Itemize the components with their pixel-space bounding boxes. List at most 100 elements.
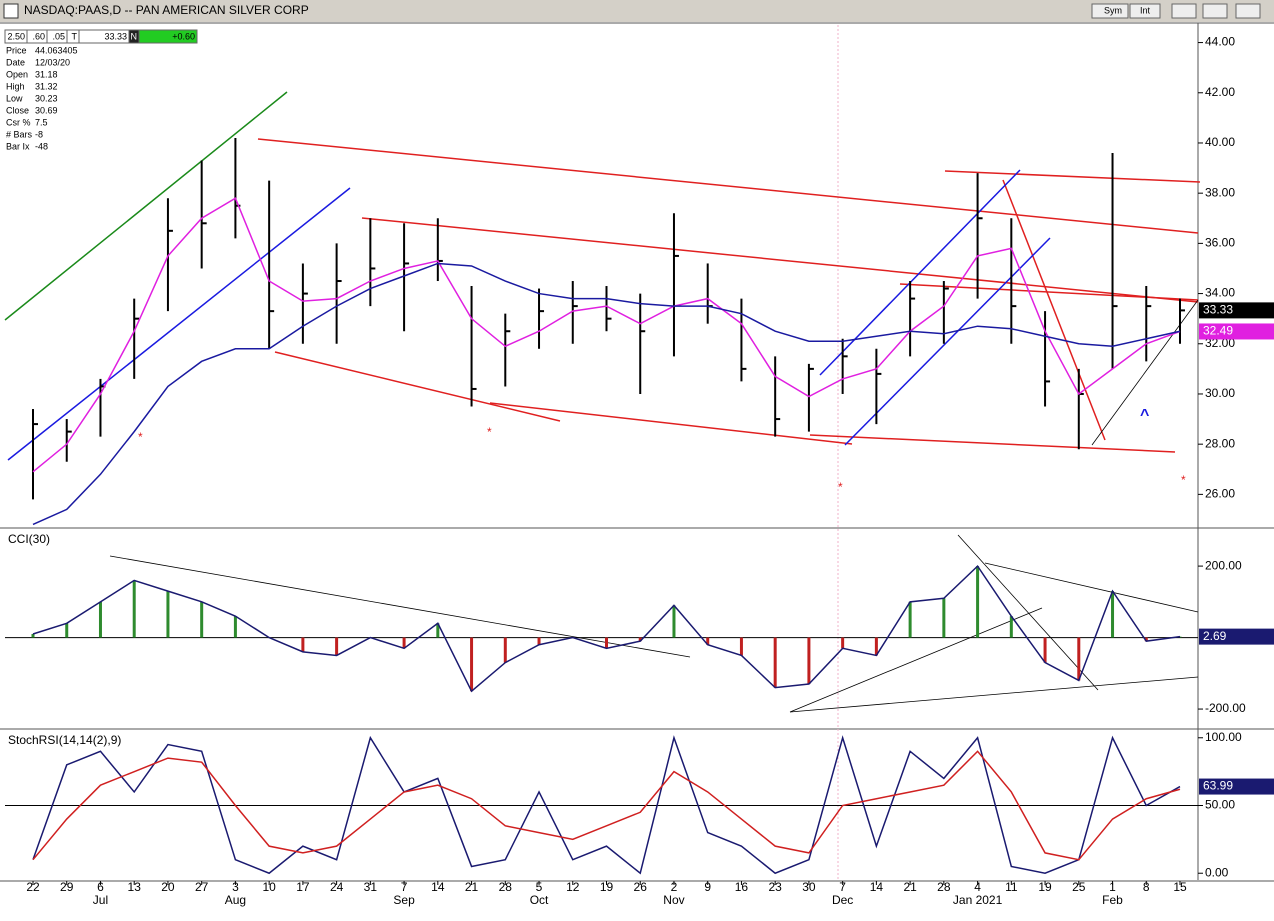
panel-title: CCI(30) — [8, 532, 50, 546]
month-label: Sep — [393, 893, 415, 907]
x-tick-label: 21 — [903, 880, 917, 894]
title-bar — [0, 0, 1274, 22]
x-tick-label: 16 — [735, 880, 749, 894]
month-label: Dec — [832, 893, 853, 907]
info-label: Bar Ix — [6, 141, 30, 151]
x-tick-label: 27 — [195, 880, 209, 894]
series-line — [32, 197, 1181, 473]
x-tick-label: 19 — [1038, 880, 1052, 894]
y-tick-label: 40.00 — [1205, 135, 1235, 149]
x-tick-label: 3 — [232, 880, 239, 894]
x-tick-label: 14 — [431, 880, 445, 894]
y-tick-label: 44.00 — [1205, 35, 1235, 49]
toolbar-text: N — [131, 31, 138, 41]
x-tick-label: 17 — [296, 880, 310, 894]
x-tick-label: 31 — [364, 880, 378, 894]
info-label: # Bars — [6, 129, 33, 139]
x-tick-label: 30 — [802, 880, 816, 894]
x-tick-label: 26 — [634, 880, 648, 894]
svg-text:*: * — [838, 480, 843, 494]
month-label: Jul — [93, 893, 108, 907]
x-tick-label: 7 — [839, 880, 846, 894]
app-icon — [3, 3, 19, 19]
x-tick-label: 19 — [600, 880, 614, 894]
month-label: Nov — [663, 893, 684, 907]
x-tick-label: 10 — [262, 880, 276, 894]
month-label: Oct — [530, 893, 549, 907]
toolbar-field — [138, 29, 198, 44]
annotation: ^ — [1140, 407, 1149, 424]
svg-text:*: * — [487, 425, 492, 439]
toolbar-text: +0.60 — [172, 31, 195, 41]
maximize[interactable] — [1202, 3, 1228, 19]
series-line — [32, 735, 1181, 875]
info-value: 7.5 — [35, 117, 48, 127]
x-tick-label: 14 — [870, 880, 884, 894]
int-button[interactable] — [1129, 3, 1161, 19]
x-tick-label: 4 — [974, 880, 981, 894]
y-tick-label: 28.00 — [1205, 436, 1235, 450]
y-tick-label: 26.00 — [1205, 487, 1235, 501]
x-tick-label: 7 — [401, 880, 408, 894]
info-value: 12/03/20 — [35, 57, 70, 67]
y-tick-label: 100.00 — [1205, 730, 1242, 744]
month-label: Aug — [225, 893, 246, 907]
x-tick-label: 29 — [60, 880, 74, 894]
x-tick-label: 2 — [671, 880, 678, 894]
info-value: 44.063405 — [35, 45, 78, 55]
sym-button[interactable] — [1091, 3, 1129, 19]
svg-text:*: * — [1181, 473, 1186, 487]
info-value: 31.18 — [35, 69, 58, 79]
last-value-tag — [1199, 302, 1274, 319]
y-tick-label: -200.00 — [1205, 701, 1246, 715]
info-box: Price 44.063405 Date 12/03/20 Open 31.18 High 3… — [6, 45, 78, 151]
info-label: Open — [6, 69, 28, 79]
x-tick-label: 28 — [937, 880, 951, 894]
info-label: Price — [6, 45, 27, 55]
x-tick-label: 25 — [1072, 880, 1086, 894]
toolbar-text: .60 — [32, 31, 45, 41]
x-tick-label: 11 — [1005, 880, 1018, 894]
x-tick-label: 6 — [97, 880, 104, 894]
info-label: Date — [6, 57, 25, 67]
x-tick-label: 20 — [161, 880, 175, 894]
series-line — [32, 262, 1181, 526]
y-tick-label: 42.00 — [1205, 85, 1235, 99]
last-value-tag — [1199, 778, 1274, 795]
y-tick-label: 200.00 — [1205, 558, 1242, 572]
close[interactable] — [1235, 3, 1261, 19]
y-tick-label: 30.00 — [1205, 386, 1235, 400]
last-value: 33.33 — [1203, 303, 1233, 317]
x-tick-label: 24 — [330, 880, 344, 894]
int-label[interactable]: Int — [1140, 5, 1151, 15]
info-label: Low — [6, 93, 23, 103]
toolbar-text: 2.50 — [7, 31, 25, 41]
minimize[interactable] — [1171, 3, 1197, 19]
info-value: -8 — [35, 129, 43, 139]
toolbar-text: 33.33 — [104, 31, 127, 41]
info-label: Close — [6, 105, 29, 115]
window-title: NASDAQ:PAAS,D -- PAN AMERICAN SILVER COR… — [24, 3, 309, 17]
y-tick-label: 34.00 — [1205, 286, 1235, 300]
month-label: Feb — [1102, 893, 1123, 907]
last-value: 32.49 — [1203, 324, 1233, 338]
y-tick-label: 38.00 — [1205, 185, 1235, 199]
x-tick-label: 12 — [566, 880, 580, 894]
trendlines — [4, 91, 1201, 713]
info-value: 30.69 — [35, 105, 58, 115]
x-tick-label: 23 — [768, 880, 782, 894]
info-value: 31.32 — [35, 81, 58, 91]
x-tick-label: 21 — [465, 880, 479, 894]
info-label: Csr % — [6, 117, 31, 127]
info-value: -48 — [35, 141, 48, 151]
sym-label[interactable]: Sym — [1104, 5, 1122, 15]
series-line — [32, 750, 1181, 861]
last-value-tag — [1199, 628, 1274, 645]
y-tick-label: 36.00 — [1205, 236, 1235, 250]
y-tick-label: 50.00 — [1205, 798, 1235, 812]
last-value-tag — [1199, 323, 1274, 340]
series-line — [32, 564, 1181, 693]
stars: * * * * — [138, 425, 1186, 494]
toolbar: 2.50 .60 .05 T 33.33 N +0.60 — [4, 29, 198, 44]
